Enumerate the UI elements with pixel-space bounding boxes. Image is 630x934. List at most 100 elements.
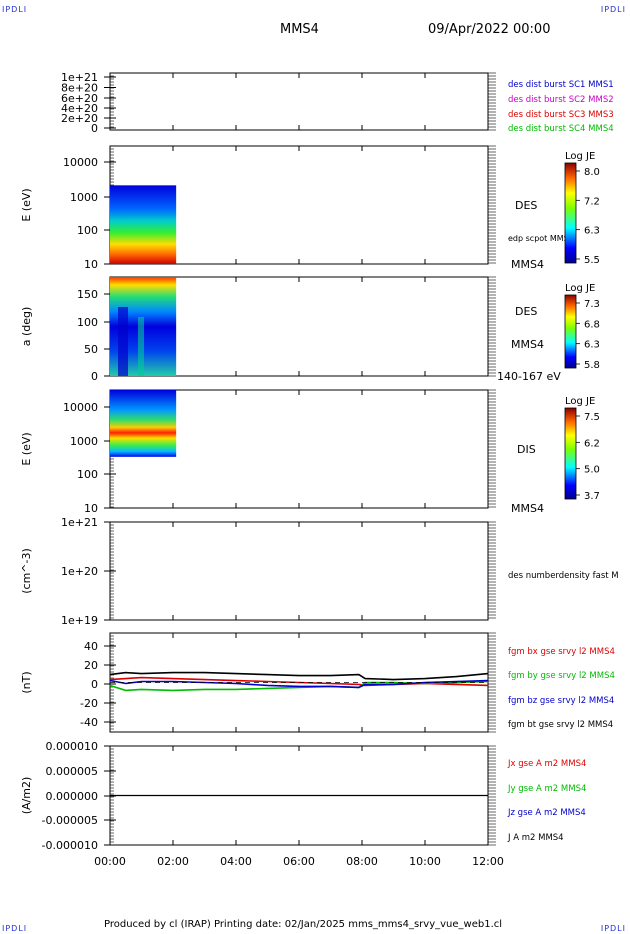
y-tick-label: 1e+21	[61, 71, 98, 84]
colorbar	[564, 294, 577, 369]
time-axis-label: 00:00	[94, 855, 126, 868]
panel-current: 0.000010 0.000005 0.000000 -0.000005 -0.0000…	[20, 740, 586, 852]
y-tick-label: 1e+21	[61, 516, 98, 529]
y-tick-label: 0.000000	[46, 790, 99, 803]
y-tick-label: 1000	[70, 191, 98, 204]
datetime-title: 09/Apr/2022 00:00	[428, 22, 551, 37]
series-line	[109, 679, 489, 689]
y-axis-label: a (deg)	[20, 307, 33, 347]
colorbar-tick-label: 6.3	[584, 340, 600, 351]
time-axis-label: 12:00	[472, 855, 504, 868]
panel-dis-energy: 10000 1000 100 10 E (eV) DIS MMS4 Log JE 7.5 6.2 5…	[20, 389, 600, 515]
y-tick-label: 0	[91, 678, 98, 691]
y-axis-label: (cm^-3)	[20, 548, 33, 594]
y-tick-label: 10000	[63, 401, 98, 414]
panel-side-label: DIS	[517, 443, 536, 456]
y-tick-label: 40	[84, 640, 98, 653]
y-tick-label: 2e+20	[61, 112, 98, 125]
colorbar-title: Log JE	[565, 283, 595, 294]
heatmap-des-energy	[110, 185, 177, 264]
y-axis-label: (nT)	[20, 671, 33, 693]
colorbar-tick-label: 5.0	[584, 465, 600, 476]
heatmap-dis-energy	[110, 390, 177, 457]
y-tick-label: -0.000005	[42, 814, 98, 827]
corner-label-top-right: IPDLI	[600, 5, 626, 14]
y-tick-label: 20	[84, 659, 98, 672]
legend-entry: des numberdensity fast M	[508, 571, 619, 581]
y-tick-label: 10	[84, 502, 98, 515]
colorbar-tick-label: 7.3	[584, 299, 600, 310]
y-tick-label: -40	[80, 716, 98, 729]
panel-des-energy: 10000 1000 100 10 E (eV) DES edp scpot MMS4 MMS…	[20, 145, 600, 271]
colorbar-tick-label: 7.2	[584, 196, 600, 207]
y-tick-label: 100	[77, 316, 98, 329]
corner-label-bottom-left: IPDLI	[2, 924, 28, 933]
legend-entry: des dist burst SC4 MMS4	[508, 124, 614, 134]
y-tick-label: 4e+20	[61, 102, 98, 115]
panel-side-label: MMS4	[511, 502, 544, 515]
spacecraft-title: MMS4	[280, 22, 319, 37]
y-tick-label: 0	[91, 370, 98, 383]
legend-entry: Jy gse A m2 MMS4	[507, 784, 586, 794]
y-tick-label: 1e+20	[61, 565, 98, 578]
corner-label-top-left: IPDLI	[2, 5, 28, 14]
time-axis-label: 06:00	[283, 855, 315, 868]
y-tick-label: 150	[77, 288, 98, 301]
y-tick-label: 100	[77, 468, 98, 481]
panel-side-label: edp scpot MMS4	[508, 234, 574, 243]
y-tick-label: 0.000005	[46, 765, 99, 778]
colorbar-tick-label: 5.5	[584, 255, 600, 266]
time-axis-label: 10:00	[409, 855, 441, 868]
time-axis-label: 04:00	[220, 855, 252, 868]
panel-side-label: DES	[515, 305, 537, 318]
colorbar-tick-label: 7.5	[584, 412, 600, 423]
footer-credit: Produced by cl (IRAP) Printing date: 02/…	[104, 919, 503, 930]
y-tick-label: 10000	[63, 156, 98, 169]
colorbar-title: Log JE	[565, 396, 595, 407]
heatmap-streak	[138, 317, 144, 376]
y-axis-label: E (eV)	[20, 188, 33, 221]
colorbar-tick-label: 6.3	[584, 226, 600, 237]
legend-entry: des dist burst SC1 MMS1	[508, 80, 614, 90]
legend-entry: J A m2 MMS4	[507, 833, 564, 843]
panel-side-label: MMS4	[511, 258, 544, 271]
y-tick-label: 0	[91, 122, 98, 135]
legend-entry: fgm bx gse srvy l2 MMS4	[508, 647, 615, 657]
y-tick-label: 6e+20	[61, 92, 98, 105]
heatmap-streak	[118, 307, 128, 376]
colorbar	[564, 407, 577, 500]
y-tick-label: -20	[80, 697, 98, 710]
panel-frame	[109, 72, 489, 131]
time-axis-label: 08:00	[346, 855, 378, 868]
y-tick-label: 0.000010	[46, 740, 99, 753]
panel-side-label: 140-167 eV	[497, 370, 561, 383]
panel-side-label: MMS4	[511, 338, 544, 351]
corner-label-bottom-right: IPDLI	[600, 924, 626, 933]
time-axis-label: 02:00	[157, 855, 189, 868]
y-axis-label: (A/m2)	[20, 777, 33, 815]
colorbar-tick-label: 5.8	[584, 360, 600, 371]
y-tick-label: 10	[84, 258, 98, 271]
y-tick-label: 1e+19	[61, 614, 98, 627]
panel-frame	[109, 521, 489, 621]
legend-entry: fgm bt gse srvy l2 MMS4	[508, 720, 613, 730]
legend-entry: Jx gse A m2 MMS4	[507, 759, 586, 769]
legend-entry: fgm by gse srvy l2 MMS4	[508, 671, 615, 681]
panel-side-label: DES	[515, 199, 537, 212]
panel-des-pitch: 150 100 50 0 a (deg) DES MMS4 140-167 eV Log JE 7…	[20, 276, 600, 383]
y-tick-label: 1000	[70, 435, 98, 448]
y-tick-label: 8e+20	[61, 82, 98, 95]
y-tick-label: 50	[84, 343, 98, 356]
legend-entry: des dist burst SC2 MMS2	[508, 95, 614, 105]
y-tick-label: 100	[77, 224, 98, 237]
colorbar	[564, 162, 577, 264]
colorbar-tick-label: 6.8	[584, 319, 600, 330]
colorbar-tick-label: 6.2	[584, 438, 600, 449]
panel-density: 1e+21 1e+20 1e+19 (cm^-3) des numberdensity …	[20, 516, 619, 627]
legend-entry: fgm bz gse srvy l2 MMS4	[508, 696, 614, 706]
legend-entry: des dist burst SC3 MMS3	[508, 110, 614, 120]
colorbar-tick-label: 8.0	[584, 167, 600, 178]
series-line	[109, 671, 489, 681]
y-tick-label: -0.000010	[42, 839, 98, 852]
